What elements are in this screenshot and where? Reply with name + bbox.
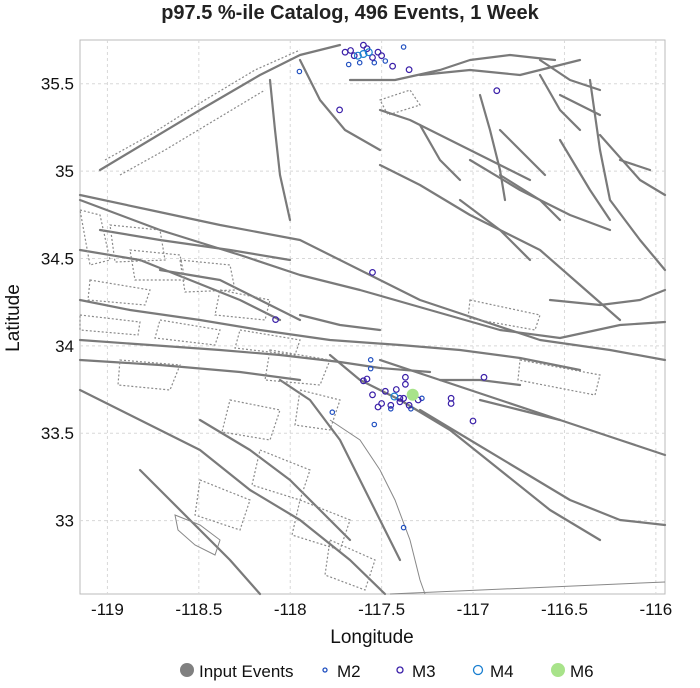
y-tick-label: 34.5	[41, 249, 74, 268]
event-marker-m3	[480, 373, 488, 381]
event-marker-m2	[387, 405, 394, 412]
event-marker-m3	[387, 401, 395, 409]
event-marker-m4	[353, 51, 362, 60]
event-marker-m2	[371, 59, 378, 66]
event-marker-m2	[408, 405, 414, 412]
event-marker-m2	[367, 356, 374, 363]
event-marker-m3	[400, 394, 408, 402]
x-tick-label: -116	[639, 600, 672, 619]
event-marker-m3	[402, 380, 409, 388]
legend-marker	[472, 664, 484, 676]
event-marker-m3	[381, 387, 389, 395]
legend-label: M3	[412, 662, 436, 681]
event-marker-m3	[402, 373, 409, 381]
event-marker-m2	[371, 421, 378, 428]
event-marker-m2	[400, 524, 407, 531]
x-tick-label: -116.5	[541, 600, 588, 619]
coastline-basemap	[174, 419, 666, 595]
event-marker-m2	[356, 59, 363, 66]
event-marker-m2	[296, 68, 303, 75]
event-marker-m3	[369, 54, 376, 61]
legend-label: M4	[490, 662, 514, 681]
y-axis-ticks: 33 33.5 34 34.5 35 35.5	[41, 75, 74, 531]
event-marker-m3	[374, 48, 382, 56]
legend-marker	[322, 667, 328, 673]
event-marker-m3	[389, 62, 397, 70]
event-markers	[272, 41, 501, 531]
x-tick-label: -117	[457, 600, 490, 619]
event-marker-m3	[405, 401, 413, 409]
x-tick-label: -118	[274, 600, 307, 619]
legend: Input Events M2 M3 M4 M6	[180, 662, 594, 681]
legend-marker	[551, 663, 565, 677]
event-marker-m3	[272, 316, 280, 324]
y-tick-label: 35	[55, 162, 74, 181]
event-marker-m2	[400, 44, 407, 50]
event-marker-m3	[405, 66, 413, 74]
event-marker-m3	[447, 394, 455, 402]
legend-label: M2	[337, 662, 361, 681]
y-tick-label: 35.5	[41, 75, 74, 94]
legend-marker	[396, 666, 404, 674]
event-marker-m4	[390, 392, 399, 401]
event-marker-m3	[378, 400, 386, 407]
event-marker-m3	[493, 87, 501, 95]
chart-title: p97.5 %-ile Catalog, 496 Events, 1 Week	[161, 2, 539, 24]
y-tick-label: 34	[55, 337, 74, 356]
event-marker-m3	[360, 41, 367, 49]
event-marker-m2	[345, 61, 352, 68]
event-marker-m2	[367, 365, 374, 372]
event-marker-m2	[329, 409, 336, 416]
legend-marker	[180, 663, 194, 677]
x-axis-ticks: -119 -118.5 -118 -117.5 -117 -116.5 -116	[91, 600, 672, 619]
event-marker-m4	[364, 48, 373, 57]
event-marker-m3	[396, 398, 404, 406]
event-marker-m3	[392, 386, 400, 393]
event-marker-m3	[369, 391, 376, 399]
event-marker-m4	[359, 49, 368, 58]
fault-lines-basemap	[78, 43, 667, 596]
y-tick-label: 33	[55, 512, 74, 531]
x-tick-label: -118.5	[175, 600, 222, 619]
event-marker-m3	[369, 269, 376, 276]
event-marker-m3	[378, 52, 386, 60]
grid-lines	[80, 40, 665, 594]
event-marker-m2	[419, 395, 425, 402]
event-marker-m3	[336, 106, 344, 114]
x-tick-label: -119	[91, 600, 124, 619]
event-marker-m3	[469, 417, 477, 425]
x-axis-label: Longitude	[330, 627, 413, 648]
event-marker-m3	[341, 48, 349, 56]
event-marker-m3	[363, 375, 371, 383]
event-marker-m3	[360, 377, 367, 385]
fault-lines-dotted-basemap	[79, 49, 601, 591]
legend-label: M6	[570, 662, 594, 681]
event-marker-m2	[382, 58, 389, 64]
event-marker-m3	[374, 403, 382, 411]
x-tick-label: -117.5	[358, 600, 405, 619]
y-axis-label: Latitude	[3, 284, 24, 352]
event-marker-m6	[406, 388, 419, 401]
y-tick-label: 33.5	[41, 424, 74, 443]
event-marker-m3	[350, 52, 358, 60]
legend-label: Input Events	[199, 662, 294, 681]
